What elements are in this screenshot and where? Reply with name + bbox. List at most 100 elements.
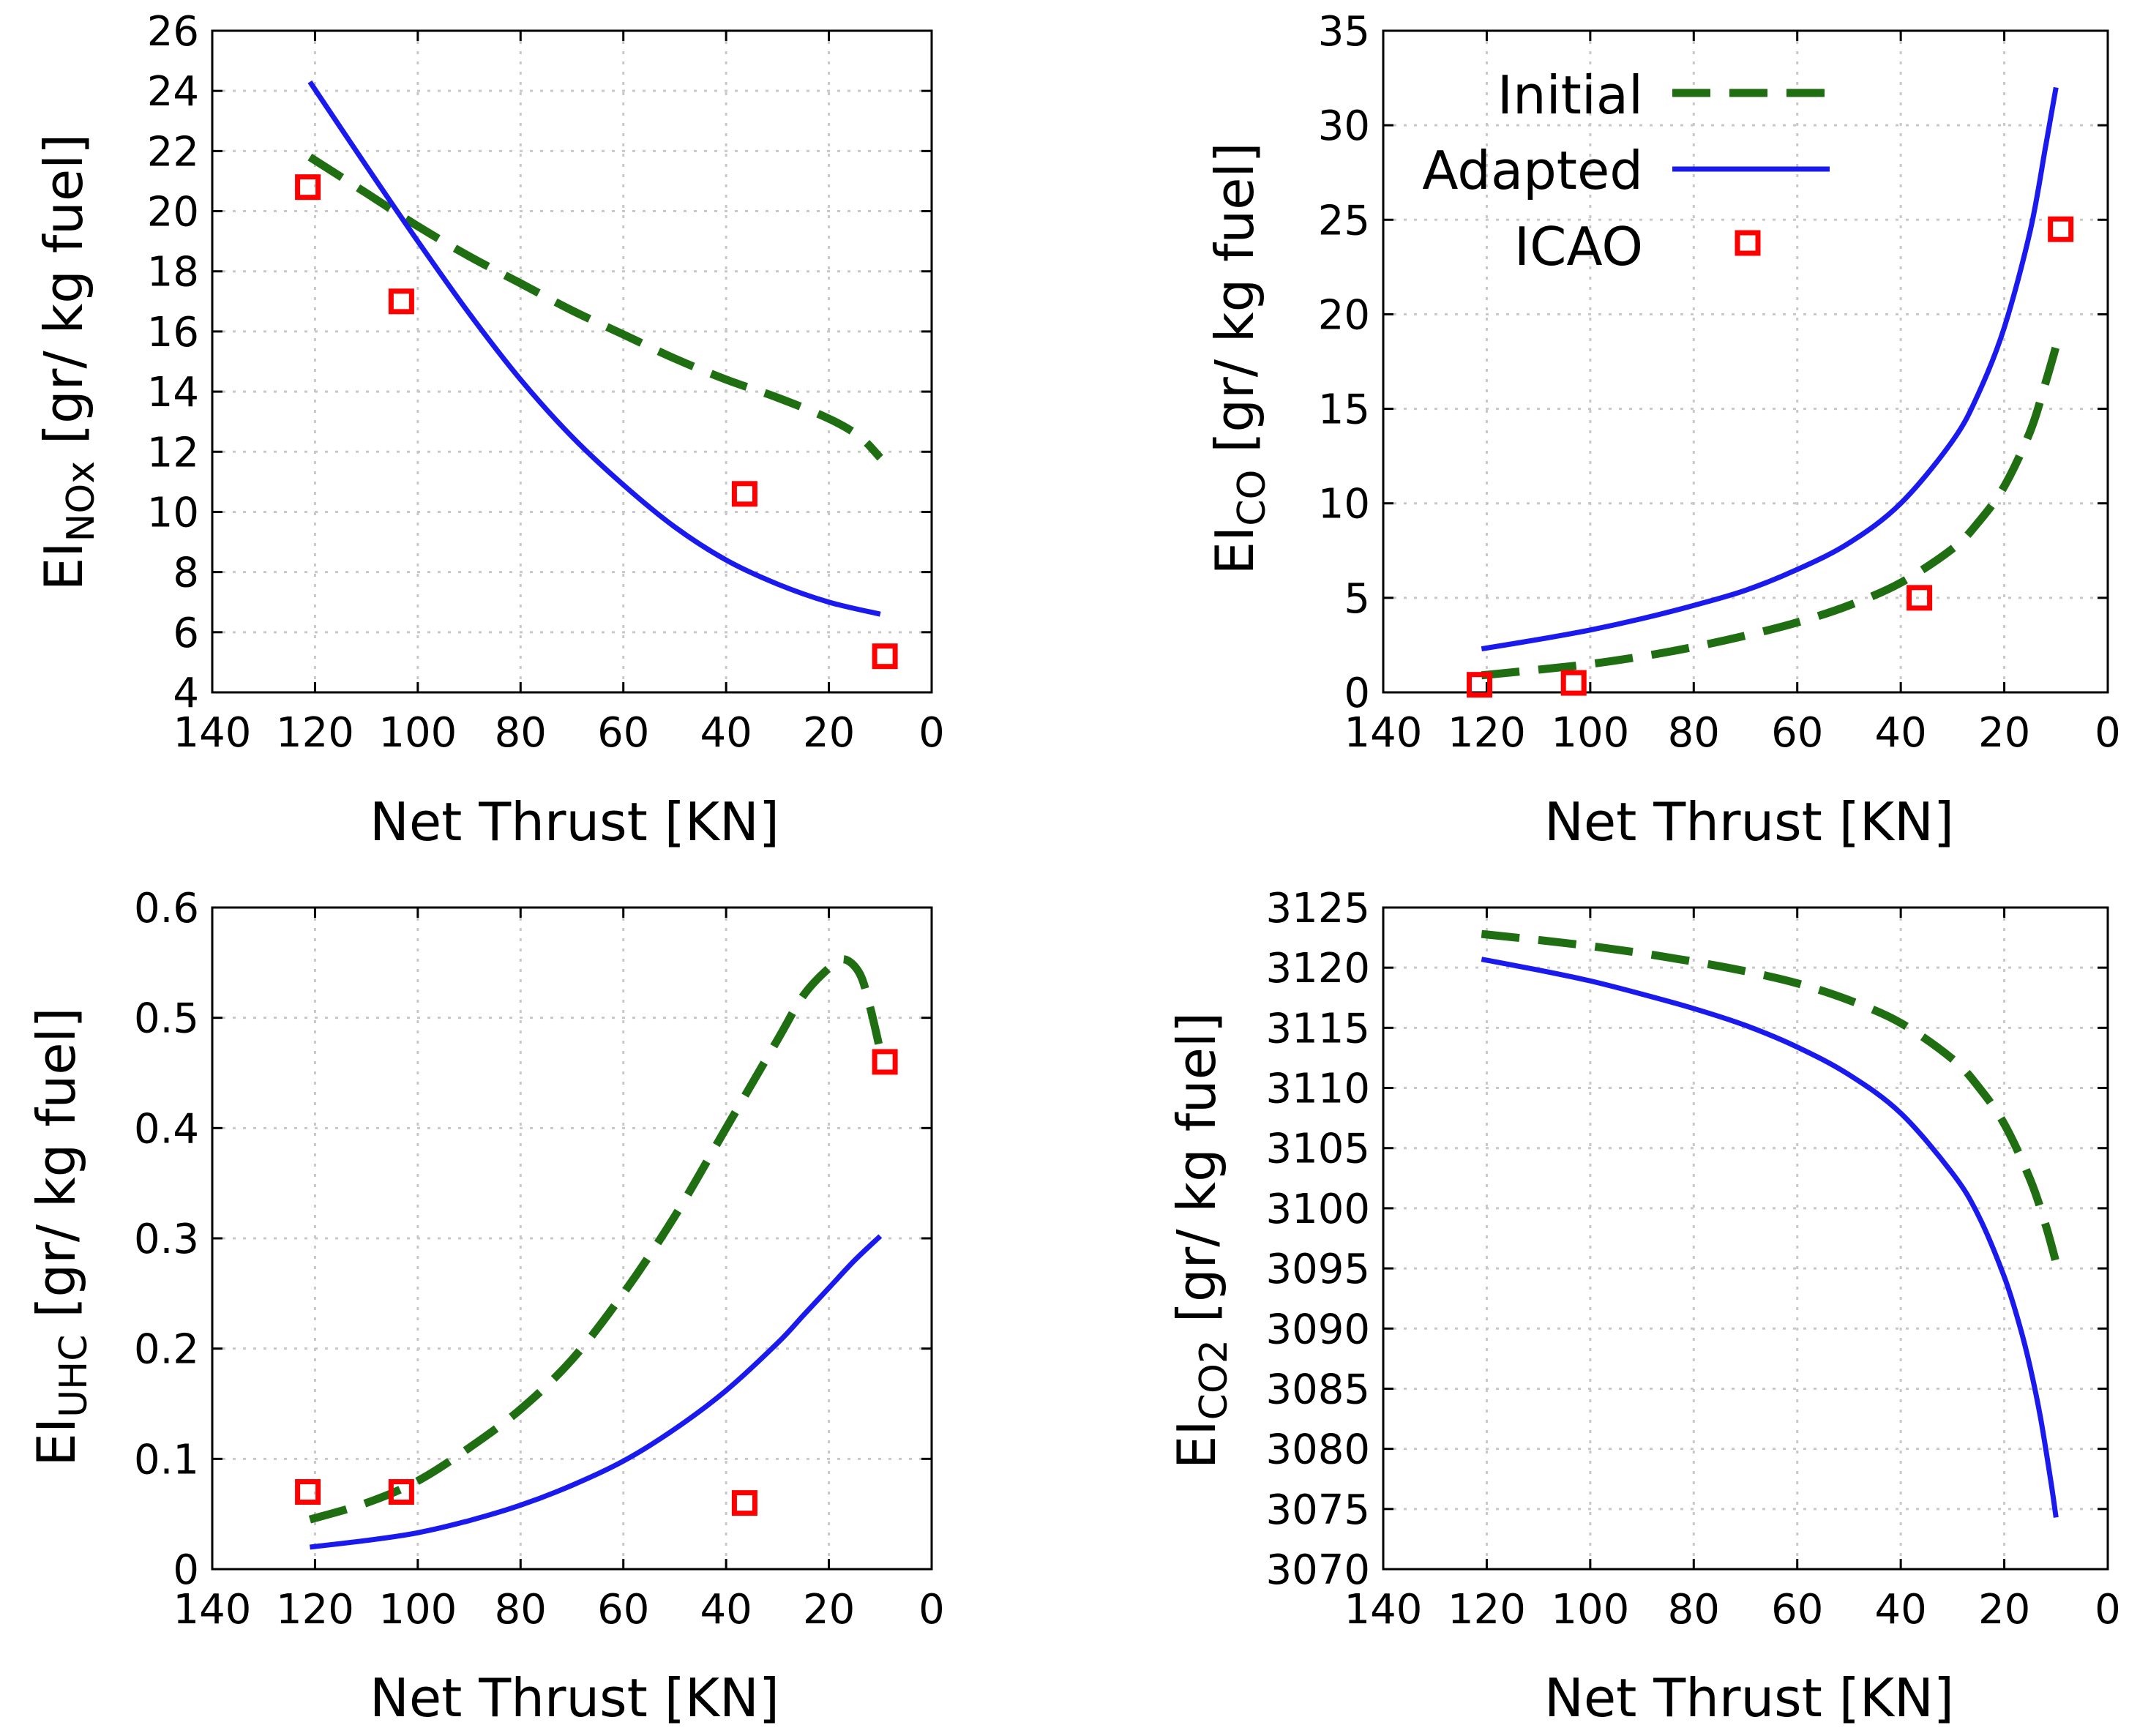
y-axis-label-uhc-main: EI — [26, 1418, 87, 1467]
plot-frame-co — [1382, 29, 2109, 694]
y-tick-label: 35 — [1318, 8, 1370, 56]
icao-marker-uhc — [388, 1479, 414, 1505]
icao-marker-uhc — [731, 1490, 757, 1516]
x-tick-label: 0 — [918, 709, 945, 757]
x-tick-label: 40 — [1875, 709, 1927, 757]
series-line-adapted-co2 — [1481, 957, 2059, 1518]
x-tick-label: 40 — [1875, 1586, 1927, 1634]
y-tick-label: 20 — [1318, 291, 1370, 339]
y-axis-label-nox-sub: NOx — [59, 461, 103, 542]
y-axis-label-co2: EICO2 [gr/ kg fuel] — [1166, 1012, 1236, 1469]
svg-text:EICO2 [gr/ kg fuel]: EICO2 [gr/ kg fuel] — [1166, 1012, 1236, 1469]
y-tick-label: 26 — [147, 8, 199, 56]
x-tick-label: 100 — [1551, 1586, 1629, 1634]
icao-marker-uhc — [872, 1049, 898, 1075]
y-axis-label-co-unit: [gr/ kg fuel] — [1204, 142, 1265, 452]
icao-marker-co — [1907, 585, 1933, 611]
y-tick-label: 3105 — [1265, 1126, 1370, 1173]
x-tick-label: 140 — [1344, 1586, 1423, 1634]
y-tick-label: 3095 — [1265, 1246, 1370, 1293]
x-tick-label: 80 — [495, 1586, 547, 1634]
y-tick-label: 6 — [173, 610, 199, 657]
icao-marker-co — [1560, 670, 1587, 696]
icao-marker-nox — [295, 174, 321, 201]
series-line-initial-co — [1481, 345, 2060, 680]
y-axis-label-co2-unit: [gr/ kg fuel] — [1166, 1012, 1227, 1322]
y-tick-label: 16 — [147, 309, 199, 356]
series-line-adapted-co — [1481, 86, 2059, 652]
y-tick-label: 24 — [147, 68, 199, 116]
y-tick-label: 12 — [147, 429, 199, 476]
y-axis-label-co: EICO [gr/ kg fuel] — [1204, 142, 1274, 575]
x-tick-label: 40 — [700, 1586, 752, 1634]
y-tick-label: 20 — [147, 189, 199, 236]
x-tick-label: 60 — [597, 709, 649, 757]
x-tick-label: 60 — [1771, 709, 1823, 757]
x-tick-label: 100 — [378, 1586, 457, 1634]
y-tick-label: 3110 — [1265, 1066, 1370, 1113]
y-tick-label: 3070 — [1265, 1546, 1370, 1594]
y-axis-label-uhc-sub: UHC — [52, 1334, 96, 1417]
x-tick-label: 80 — [1668, 709, 1720, 757]
y-tick-label: 0.3 — [134, 1216, 199, 1263]
y-tick-label: 3100 — [1265, 1186, 1370, 1233]
icao-marker-co — [1467, 672, 1493, 698]
y-tick-label: 3080 — [1265, 1426, 1370, 1474]
y-axis-label-nox-tail — [33, 444, 94, 461]
y-tick-label: 5 — [1344, 575, 1370, 623]
x-tick-label: 40 — [700, 709, 752, 757]
svg-text:EINOx [gr/ kg fuel]: EINOx [gr/ kg fuel] — [33, 134, 103, 591]
x-axis-label-uhc: Net Thrust [KN] — [370, 1667, 779, 1729]
chart-panel-co: Net Thrust [KN] EICO [gr/ kg fuel] 140 12… — [1204, 8, 2121, 853]
legend-label-initial: Initial — [1497, 64, 1643, 126]
x-tick-label: 80 — [1668, 1586, 1720, 1634]
y-axis-label-co2-main: EI — [1166, 1420, 1227, 1469]
y-tick-label: 3120 — [1265, 945, 1370, 992]
x-tick-label: 20 — [803, 1586, 855, 1634]
y-axis-label-nox-main: EI — [33, 542, 94, 591]
y-tick-label: 3090 — [1265, 1306, 1370, 1353]
legend-label-adapted: Adapted — [1422, 140, 1643, 201]
series-line-initial-uhc — [308, 955, 885, 1524]
plot-frame-uhc — [211, 906, 933, 1571]
icao-marker-nox — [388, 288, 414, 315]
y-tick-label: 0.6 — [134, 885, 199, 932]
y-tick-label: 8 — [173, 550, 199, 597]
y-tick-label: 14 — [147, 369, 199, 416]
y-tick-label: 3115 — [1265, 1005, 1370, 1052]
y-axis-label-uhc: EIUHC [gr/ kg fuel] — [26, 1007, 96, 1466]
y-tick-label: 22 — [147, 128, 199, 176]
y-tick-label: 0 — [1344, 670, 1370, 717]
x-tick-label: 120 — [276, 709, 354, 757]
y-tick-label: 18 — [147, 249, 199, 296]
y-tick-label: 0.5 — [134, 995, 199, 1043]
y-axis-label-nox: EINOx [gr/ kg fuel] — [33, 134, 103, 591]
legend-label-icao: ICAO — [1514, 216, 1643, 277]
grid-uhc — [212, 908, 932, 1569]
chart-panel-co2: Net Thrust [KN] EICO2 [gr/ kg fuel] 140 1… — [1166, 885, 2121, 1729]
svg-text:EIUHC [gr/ kg fuel]: EIUHC [gr/ kg fuel] — [26, 1007, 96, 1466]
series-line-adapted-uhc — [309, 1234, 883, 1550]
x-tick-label: 80 — [495, 709, 547, 757]
y-tick-label: 0.1 — [134, 1436, 199, 1484]
x-tick-label: 60 — [597, 1586, 649, 1634]
y-tick-label: 0.2 — [134, 1326, 199, 1374]
chart-panel-nox: Net Thrust [KN] EINOx [gr/ kg fuel] 140 1… — [33, 8, 945, 853]
x-tick-label: 20 — [1978, 1586, 2030, 1634]
x-tick-label: 120 — [276, 1586, 354, 1634]
y-tick-label: 3085 — [1265, 1366, 1370, 1413]
grid-nox — [212, 31, 932, 692]
y-tick-label: 15 — [1318, 386, 1370, 434]
x-axis-label-co: Net Thrust [KN] — [1544, 791, 1954, 853]
x-tick-label: 20 — [803, 709, 855, 757]
y-tick-label: 3075 — [1265, 1486, 1370, 1534]
y-axis-label-co-sub: CO — [1230, 470, 1274, 526]
y-tick-label: 10 — [1318, 481, 1370, 528]
x-tick-label: 140 — [173, 709, 252, 757]
x-tick-label: 0 — [2095, 1586, 2121, 1634]
icao-marker-nox — [731, 481, 757, 507]
x-axis-label-nox: Net Thrust [KN] — [370, 791, 779, 853]
svg-text:EICO [gr/ kg fuel]: EICO [gr/ kg fuel] — [1204, 142, 1274, 575]
icao-marker-uhc — [295, 1479, 321, 1505]
grid-co — [1383, 31, 2108, 692]
